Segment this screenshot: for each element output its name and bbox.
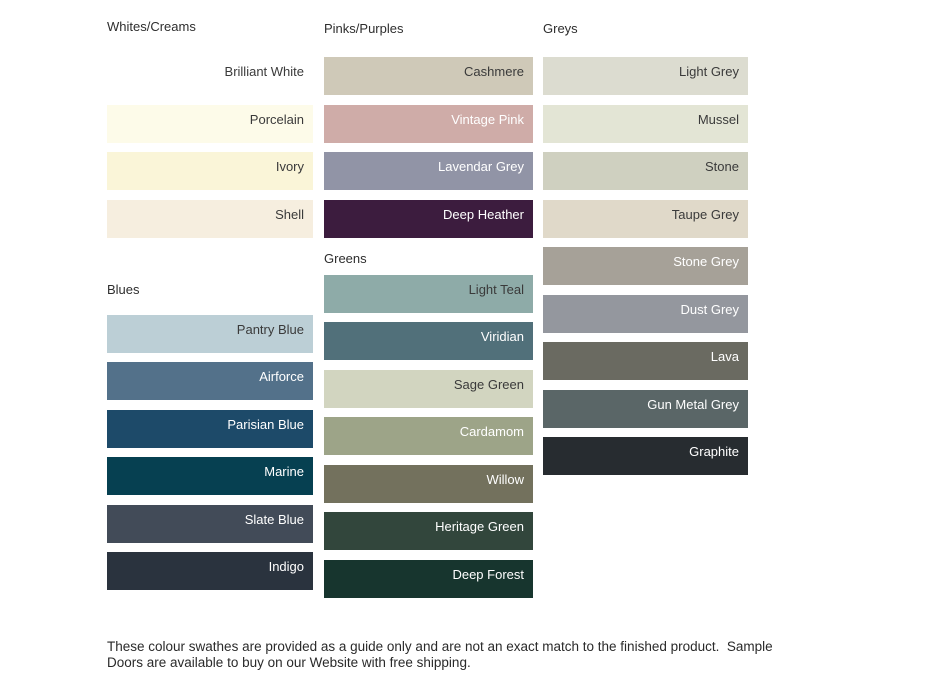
column-whites-creams-blues: Whites/Creams Brilliant White Porcelain Ivo… [107, 0, 313, 600]
swatch-ivory: Ivory [107, 152, 313, 190]
swatch-label-stone: Stone [705, 159, 739, 174]
swatch-label-lava: Lava [710, 349, 739, 364]
swatch-label-viridian: Viridian [480, 329, 524, 344]
swatch-label-graphite: Graphite [689, 444, 739, 459]
swatch-label-brilliant-white: Brilliant White [224, 64, 304, 79]
swatch-label-cardamom: Cardamom [459, 424, 524, 439]
swatch-willow: Willow [324, 464, 533, 503]
swatch-label-willow: Willow [486, 471, 524, 487]
swatch-light-grey: Light Grey [543, 57, 748, 95]
swatch-label-mussel: Mussel [697, 111, 739, 127]
swatch-sage-green: Sage Green [324, 369, 533, 408]
swatch-dust-grey: Dust Grey [543, 294, 748, 333]
swatch-label-sage-green: Sage Green [453, 376, 524, 392]
swatch-viridian: Viridian [324, 322, 533, 360]
swatch-lava: Lava [543, 342, 748, 380]
swatch-indigo: Indigo [107, 552, 313, 590]
swatch-label-dust-grey: Dust Grey [680, 301, 739, 317]
section-header-blues: Blues [107, 281, 140, 297]
swatch-pantry-blue: Pantry Blue [107, 314, 313, 353]
swatch-label-pantry-blue: Pantry Blue [236, 321, 304, 337]
swatch-label-airforce: Airforce [259, 369, 304, 384]
column-pinks-purples-greens: Pinks/Purples Cashmere Vintage Pink Lavenda… [324, 0, 533, 607]
swatch-light-teal: Light Teal [324, 274, 533, 313]
section-header-greys: Greys [543, 21, 578, 36]
swatch-shell: Shell [107, 199, 313, 238]
swatch-cashmere: Cashmere [324, 57, 533, 95]
swatch-label-stone-grey: Stone Grey [673, 254, 739, 269]
swatch-label-parisian-blue: Parisian Blue [227, 416, 304, 432]
swatch-label-deep-forest: Deep Forest [452, 566, 524, 582]
swatch-gun-metal-grey: Gun Metal Grey [543, 389, 748, 428]
swatch-airforce: Airforce [107, 362, 313, 400]
swatch-label-light-teal: Light Teal [468, 281, 524, 297]
swatch-label-heritage-green: Heritage Green [435, 519, 524, 534]
swatch-label-vintage-pink: Vintage Pink [451, 111, 524, 127]
swatch-label-ivory: Ivory [275, 159, 304, 174]
swatch-deep-forest: Deep Forest [324, 559, 533, 598]
swatch-label-marine: Marine [264, 464, 304, 479]
column-greys: Greys Light Grey Mussel Stone Taupe Grey Ston… [543, 0, 748, 485]
swatch-label-light-grey: Light Grey [679, 64, 739, 79]
disclaimer-line-2: Doors are available to buy on our Websit… [107, 654, 471, 670]
swatch-label-cashmere: Cashmere [464, 64, 524, 79]
swatch-graphite: Graphite [543, 437, 748, 475]
swatch-porcelain: Porcelain [107, 104, 313, 143]
swatch-mussel: Mussel [543, 104, 748, 143]
section-header-greens: Greens [324, 250, 367, 266]
swatch-taupe-grey: Taupe Grey [543, 199, 748, 238]
swatch-deep-heather: Deep Heather [324, 199, 533, 238]
disclaimer-line-1: These colour swathes are provided as a g… [107, 639, 773, 654]
swatch-cardamom: Cardamom [324, 417, 533, 455]
swatch-marine: Marine [107, 457, 313, 495]
swatch-label-shell: Shell [275, 206, 304, 222]
section-header-pinks-purples: Pinks/Purples [324, 21, 404, 36]
swatch-brilliant-white: Brilliant White [107, 57, 313, 95]
swatch-label-lavendar-grey: Lavendar Grey [438, 159, 524, 174]
swatch-label-gun-metal-grey: Gun Metal Grey [647, 396, 739, 412]
swatch-label-taupe-grey: Taupe Grey [671, 206, 739, 222]
swatch-label-deep-heather: Deep Heather [443, 206, 524, 222]
disclaimer-text: These colour swathes are provided as a g… [107, 639, 807, 670]
section-header-whites-creams: Whites/Creams [107, 19, 196, 34]
swatch-vintage-pink: Vintage Pink [324, 104, 533, 143]
swatch-label-indigo: Indigo [268, 559, 304, 574]
swatch-lavendar-grey: Lavendar Grey [324, 152, 533, 190]
swatch-slate-blue: Slate Blue [107, 504, 313, 543]
swatch-stone: Stone [543, 152, 748, 190]
swatch-stone-grey: Stone Grey [543, 247, 748, 285]
swatch-label-porcelain: Porcelain [249, 111, 304, 127]
swatch-heritage-green: Heritage Green [324, 512, 533, 550]
swatch-label-slate-blue: Slate Blue [244, 511, 304, 527]
swatch-parisian-blue: Parisian Blue [107, 409, 313, 448]
